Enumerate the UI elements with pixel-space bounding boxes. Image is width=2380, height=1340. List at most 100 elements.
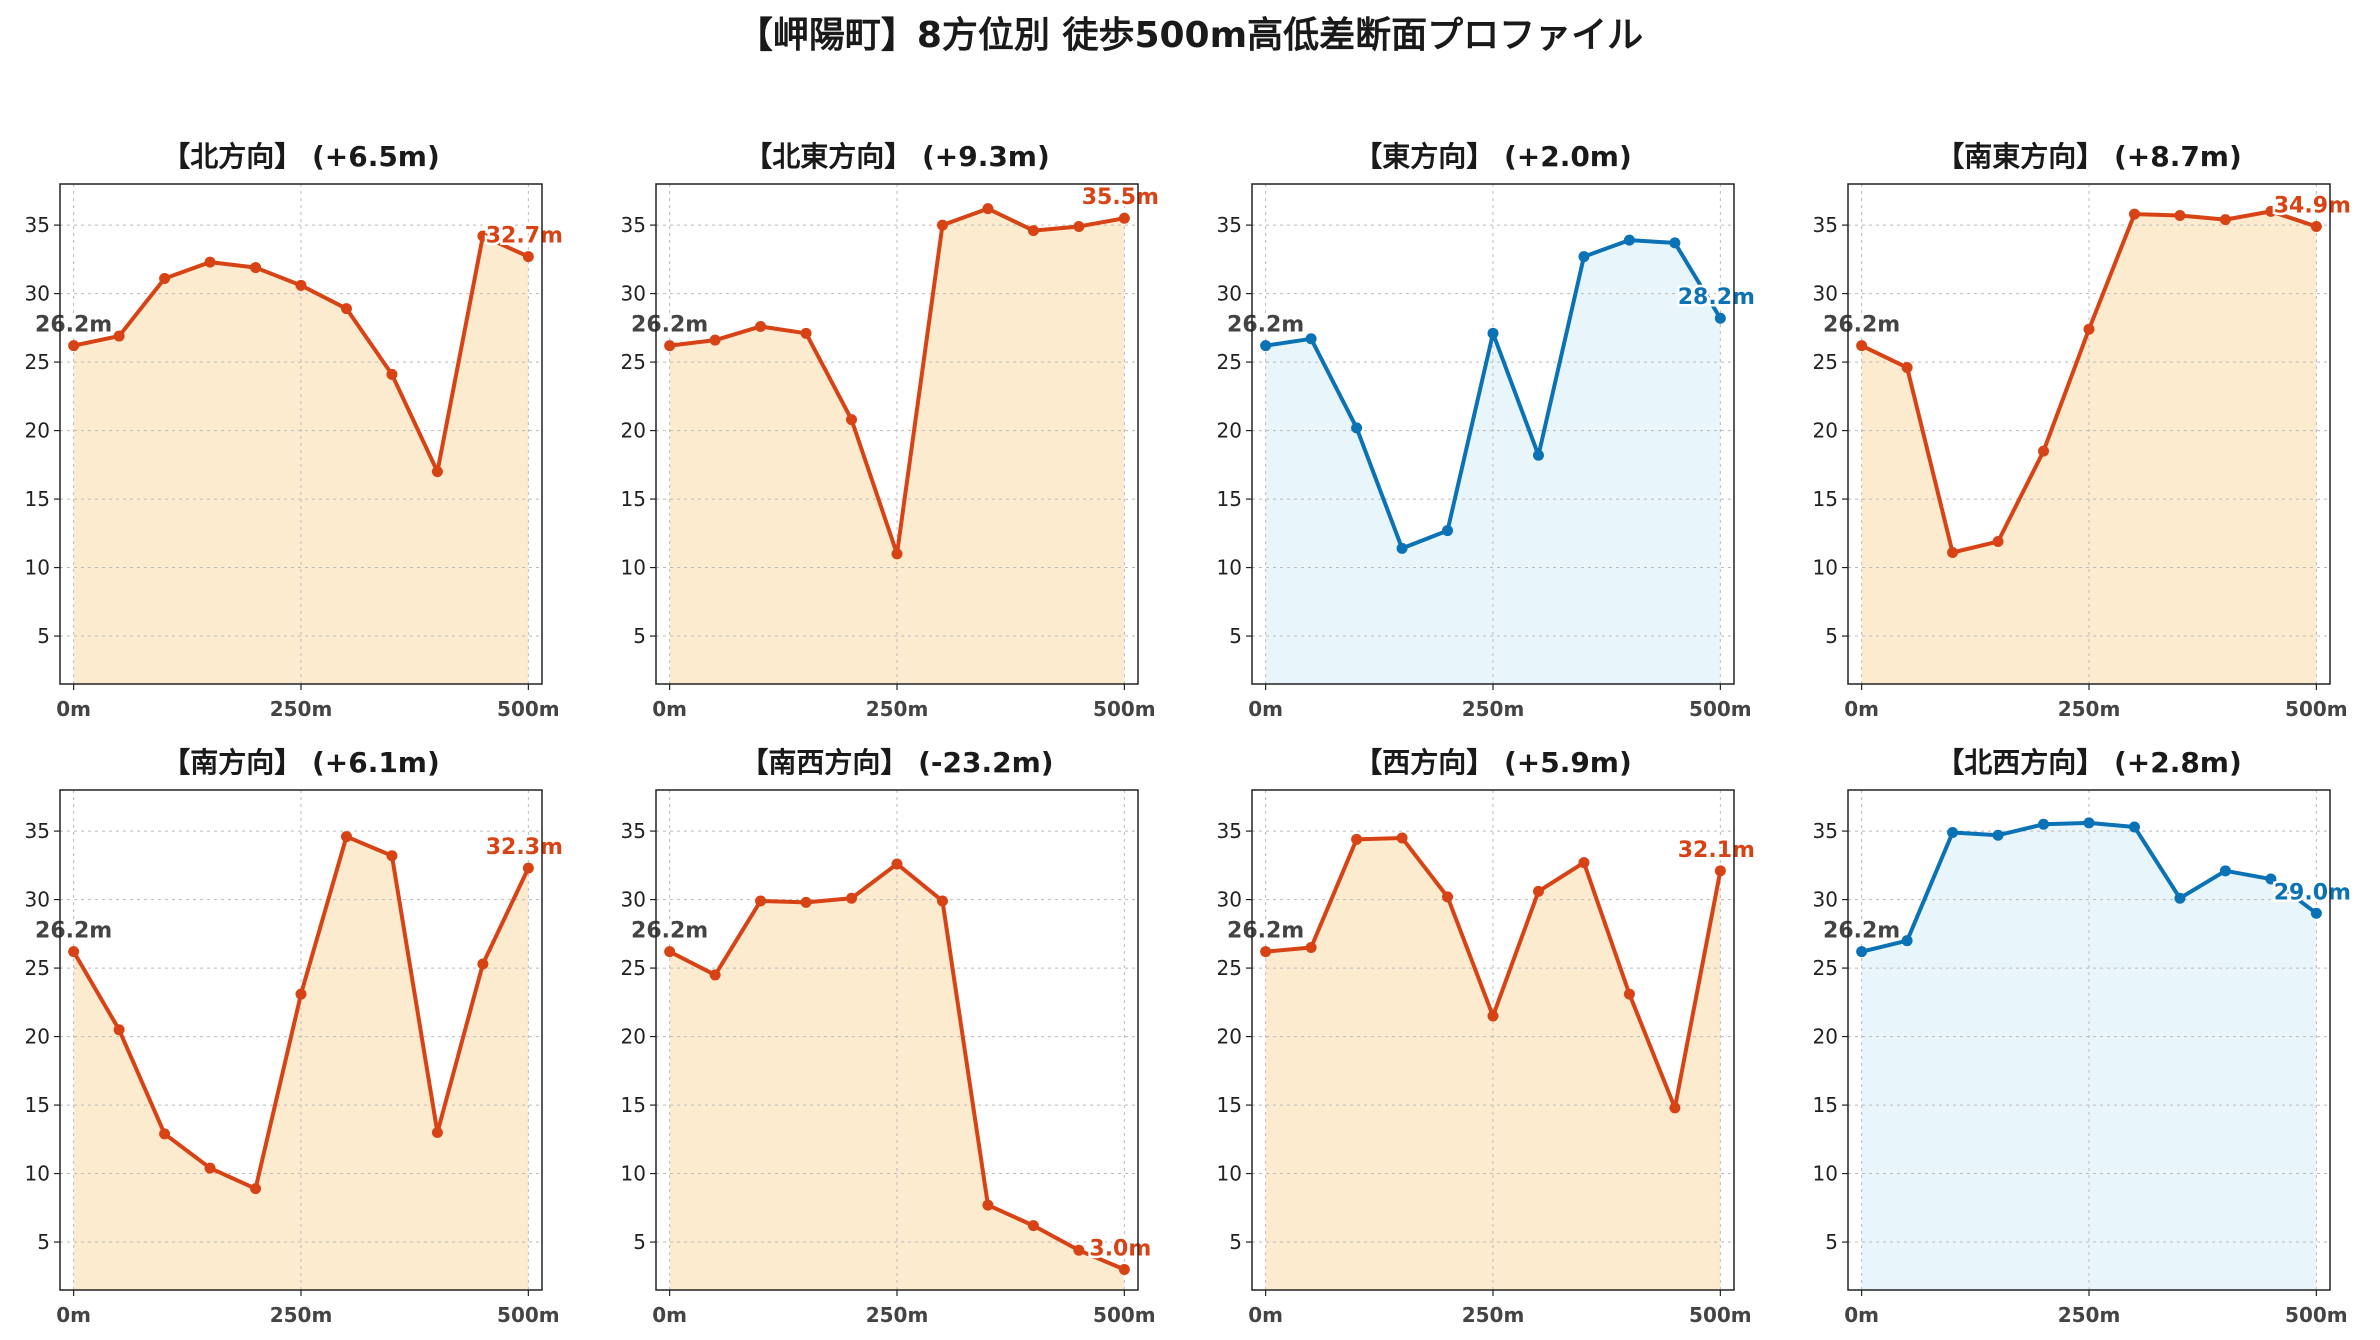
data-point (1532, 885, 1544, 897)
y-tick-label: 20 (1217, 1025, 1242, 1049)
data-point (113, 1024, 125, 1036)
data-point (2265, 205, 2277, 217)
figure-title: 【岬陽町】8方位別 徒歩500m高低差断面プロファイル (736, 15, 1644, 56)
x-tick-label: 500m (1689, 697, 1752, 721)
y-tick-label: 5 (633, 1230, 646, 1254)
data-point (1260, 946, 1272, 958)
data-point (1396, 542, 1408, 554)
end-label: 28.2m (1678, 285, 1755, 310)
data-point (709, 969, 721, 981)
data-point (1442, 891, 1454, 903)
data-point (846, 892, 858, 904)
panel-title: 【北東方向】 (+9.3m) (744, 140, 1050, 173)
panel-4: 【南方向】 (+6.1m) 5 10 15 20 25 30 35 0m 250m 500m 26.2… (25, 746, 566, 1327)
data-point (1623, 988, 1635, 1000)
data-point (2265, 873, 2277, 885)
x-tick-label: 0m (1248, 697, 1283, 721)
data-point (159, 1128, 171, 1140)
plot-frame (59, 789, 543, 1291)
panel-2: 【東方向】 (+2.0m) 5 10 15 20 25 30 35 0m 250m 500m 26.2… (1217, 140, 1758, 721)
data-point (1532, 449, 1544, 461)
y-tick-label: 15 (1217, 1093, 1242, 1117)
data-point (340, 303, 352, 315)
area-fill (73, 236, 529, 684)
x-tick-label: 500m (1689, 1303, 1752, 1327)
data-point (936, 895, 948, 907)
x-tick-label: 500m (2285, 1303, 2348, 1327)
data-point (800, 327, 812, 339)
y-tick-label: 15 (1813, 1093, 1838, 1117)
data-point (1623, 234, 1635, 246)
data-point (477, 958, 489, 970)
y-tick-label: 10 (25, 556, 50, 580)
y-tick-label: 30 (1217, 888, 1242, 912)
y-tick-label: 10 (1813, 556, 1838, 580)
y-tick-label: 35 (1217, 819, 1242, 843)
y-tick-label: 15 (25, 1093, 50, 1117)
end-label: 32.1m (1678, 838, 1755, 863)
x-tick-label: 0m (1844, 697, 1879, 721)
y-tick-label: 35 (1813, 819, 1838, 843)
data-point (2128, 821, 2140, 833)
data-point (2083, 817, 2095, 829)
data-point (1669, 237, 1681, 249)
y-tick-label: 20 (1813, 419, 1838, 443)
y-tick-label: 30 (1813, 888, 1838, 912)
y-tick-label: 10 (1813, 1162, 1838, 1186)
y-tick-label: 25 (1813, 350, 1838, 374)
y-tick-label: 20 (25, 419, 50, 443)
panel-5: 【南西方向】 (-23.2m) 5 10 15 20 25 30 35 0m 250m 500m 26… (621, 746, 1156, 1327)
y-tick-label: 15 (1813, 487, 1838, 511)
data-point (1073, 1244, 1085, 1256)
data-point (1396, 832, 1408, 844)
data-point (1669, 1102, 1681, 1114)
x-tick-label: 250m (2058, 697, 2121, 721)
y-tick-label: 10 (621, 1162, 646, 1186)
data-point (1578, 857, 1590, 869)
x-tick-label: 0m (1844, 1303, 1879, 1327)
data-point (1947, 546, 1959, 558)
start-label: 26.2m (631, 919, 708, 944)
data-point (68, 340, 80, 352)
x-tick-label: 500m (497, 697, 560, 721)
end-label: 32.3m (486, 835, 563, 860)
y-tick-label: 20 (621, 1025, 646, 1049)
data-point (1260, 340, 1272, 352)
y-tick-label: 25 (1217, 350, 1242, 374)
data-point (936, 219, 948, 231)
y-tick-label: 35 (1217, 213, 1242, 237)
y-tick-label: 35 (25, 213, 50, 237)
data-point (709, 334, 721, 346)
panel-title: 【東方向】 (+2.0m) (1354, 140, 1632, 173)
x-tick-label: 250m (1462, 697, 1525, 721)
data-point (2219, 214, 2231, 226)
y-tick-label: 5 (37, 624, 50, 648)
data-point (2038, 818, 2050, 830)
y-tick-label: 5 (1229, 1230, 1242, 1254)
y-tick-label: 5 (1825, 1230, 1838, 1254)
data-point (2128, 208, 2140, 220)
panel-1: 【北東方向】 (+9.3m) 5 10 15 20 25 30 35 0m 250m 500m 26.… (621, 140, 1162, 721)
x-tick-label: 250m (866, 1303, 929, 1327)
data-point (2174, 210, 2186, 222)
data-point (1901, 935, 1913, 947)
data-point (431, 466, 443, 478)
data-point (522, 251, 534, 263)
data-point (800, 896, 812, 908)
x-tick-label: 0m (652, 1303, 687, 1327)
data-point (159, 273, 171, 285)
data-point (340, 831, 352, 843)
data-point (982, 1199, 994, 1211)
data-point (1351, 422, 1363, 434)
y-tick-label: 5 (633, 624, 646, 648)
area-fill (669, 863, 1125, 1290)
data-point (1992, 829, 2004, 841)
y-tick-label: 15 (621, 1093, 646, 1117)
x-tick-label: 500m (2285, 697, 2348, 721)
y-tick-label: 25 (25, 350, 50, 374)
y-tick-label: 5 (1229, 624, 1242, 648)
data-point (2038, 445, 2050, 457)
y-tick-label: 20 (1813, 1025, 1838, 1049)
y-tick-label: 5 (37, 1230, 50, 1254)
